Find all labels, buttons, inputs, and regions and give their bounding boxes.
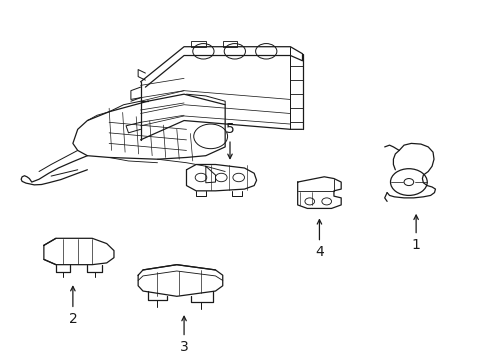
Text: 3: 3 xyxy=(179,316,188,354)
Text: 5: 5 xyxy=(225,122,234,158)
Text: 2: 2 xyxy=(68,287,77,326)
Text: 1: 1 xyxy=(411,215,420,252)
Text: 4: 4 xyxy=(314,220,323,259)
